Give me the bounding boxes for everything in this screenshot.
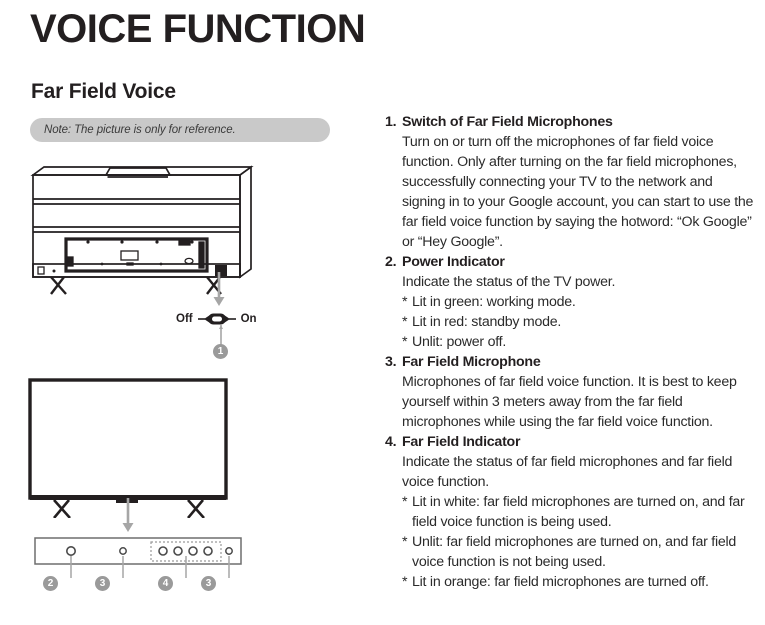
- instruction-heading-2: 2. Power Indicator: [385, 252, 757, 272]
- tv-front-view-diagram: [28, 378, 228, 518]
- instruction-heading-4: 4. Far Field Indicator: [385, 432, 757, 452]
- instruction-bullet: * Lit in orange: far field microphones a…: [385, 572, 757, 592]
- instruction-body-3: Microphones of far field voice function.…: [402, 374, 737, 430]
- switch-off-label: Off: [176, 313, 193, 325]
- instruction-body-2: Indicate the status of the TV power.: [402, 274, 616, 290]
- tv-rear-view-diagram: [30, 165, 254, 295]
- power-switch-label-row: Off On: [176, 311, 257, 327]
- instruction-bullet: * Lit in white: far field microphones ar…: [385, 492, 757, 532]
- instruction-title-4: Far Field Indicator: [402, 434, 521, 450]
- note-text: Note: The picture is only for reference.: [44, 124, 236, 136]
- bullet-marker: *: [402, 534, 408, 550]
- power-switch-icon: [196, 311, 238, 327]
- instruction-number-4: 4.: [385, 434, 397, 450]
- bottom-callout-leader-lines: [70, 556, 230, 578]
- switch-on-label: On: [240, 313, 257, 325]
- callout-number-2: 2: [43, 576, 58, 591]
- instruction-bullet: * Unlit: power off.: [385, 332, 757, 352]
- instruction-item-3: 3. Far Field Microphone Microphones of f…: [385, 352, 757, 432]
- bullet-marker: *: [402, 574, 408, 590]
- instruction-body-4: Indicate the status of far field microph…: [402, 454, 733, 490]
- instruction-item-2: 2. Power Indicator Indicate the status o…: [385, 252, 757, 352]
- bottom-panel-detail-diagram: [34, 537, 242, 565]
- page-title: VOICE FUNCTION: [30, 7, 366, 51]
- instruction-list: 1. Switch of Far Field Microphones Turn …: [385, 112, 757, 592]
- callout-number-3-right: 3: [201, 576, 216, 591]
- instruction-number-2: 2.: [385, 254, 397, 270]
- callout-1-leader-line: [219, 325, 223, 345]
- bullet-text: Unlit: far field microphones are turned …: [412, 534, 737, 570]
- bullet-marker: *: [402, 494, 408, 510]
- bottom-panel-pointer-arrow: [122, 498, 134, 532]
- bullet-text: Unlit: power off.: [412, 334, 507, 350]
- bullet-text: Lit in orange: far field microphones are…: [412, 574, 709, 590]
- instruction-heading-1: 1. Switch of Far Field Microphones: [385, 112, 757, 132]
- bullet-text: Lit in red: standby mode.: [412, 314, 562, 330]
- bullet-text: Lit in white: far field microphones are …: [412, 494, 745, 530]
- instruction-title-1: Switch of Far Field Microphones: [402, 114, 613, 130]
- section-title: Far Field Voice: [31, 80, 176, 103]
- instruction-bullet: * Lit in green: working mode.: [385, 292, 757, 312]
- instruction-bullet: * Lit in red: standby mode.: [385, 312, 757, 332]
- callout-number-4: 4: [158, 576, 173, 591]
- bullet-marker: *: [402, 334, 408, 350]
- bullet-marker: *: [402, 314, 408, 330]
- bullet-text: Lit in green: working mode.: [412, 294, 576, 310]
- instruction-item-4: 4. Far Field Indicator Indicate the stat…: [385, 432, 757, 592]
- instruction-number-3: 3.: [385, 354, 397, 370]
- switch-pointer-arrow: [213, 272, 225, 306]
- note-callout-box: Note: The picture is only for reference.: [30, 118, 330, 142]
- instruction-title-2: Power Indicator: [402, 254, 505, 270]
- instruction-title-3: Far Field Microphone: [402, 354, 541, 370]
- instruction-heading-3: 3. Far Field Microphone: [385, 352, 757, 372]
- instruction-bullet: * Unlit: far field microphones are turne…: [385, 532, 757, 572]
- callout-number-1: 1: [213, 344, 228, 359]
- instruction-number-1: 1.: [385, 114, 397, 130]
- instruction-body-1: Turn on or turn off the microphones of f…: [402, 134, 754, 250]
- instruction-item-1: 1. Switch of Far Field Microphones Turn …: [385, 112, 757, 252]
- callout-number-3-left: 3: [95, 576, 110, 591]
- bullet-marker: *: [402, 294, 408, 310]
- illustration-column: Off On 1: [0, 0, 370, 625]
